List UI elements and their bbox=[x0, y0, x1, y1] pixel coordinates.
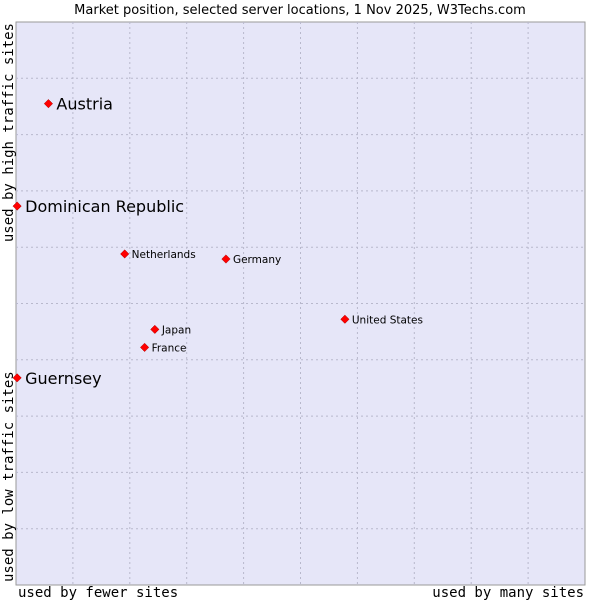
data-points: Austria Dominican Republic Netherlands Germ… bbox=[12, 95, 423, 388]
data-point-dominican-republic bbox=[12, 201, 22, 211]
point-label-austria: Austria bbox=[56, 95, 113, 114]
point-label-netherlands: Netherlands bbox=[132, 249, 196, 261]
point-label-france: France bbox=[152, 342, 187, 354]
data-point-france bbox=[140, 342, 150, 352]
x-axis-label-right: used by many sites bbox=[432, 585, 584, 600]
data-point-japan bbox=[150, 324, 160, 334]
data-point-netherlands bbox=[120, 249, 130, 259]
point-label-dominican-republic: Dominican Republic bbox=[25, 197, 184, 216]
y-axis-label-bottom: used by low traffic sites bbox=[1, 371, 17, 582]
point-label-germany: Germany bbox=[233, 254, 281, 266]
grid-lines bbox=[16, 22, 585, 585]
data-point-united-states bbox=[340, 314, 350, 324]
point-label-guernsey: Guernsey bbox=[25, 369, 101, 388]
point-label-united-states: United States bbox=[352, 314, 423, 326]
data-point-austria bbox=[43, 99, 53, 109]
x-axis-label-left: used by fewer sites bbox=[18, 585, 178, 600]
y-axis-label-top: used by high traffic sites bbox=[1, 23, 17, 242]
point-label-japan: Japan bbox=[161, 324, 191, 336]
chart-title: Market position, selected server locatio… bbox=[74, 3, 526, 18]
data-point-germany bbox=[221, 254, 231, 264]
data-point-guernsey bbox=[12, 373, 22, 383]
